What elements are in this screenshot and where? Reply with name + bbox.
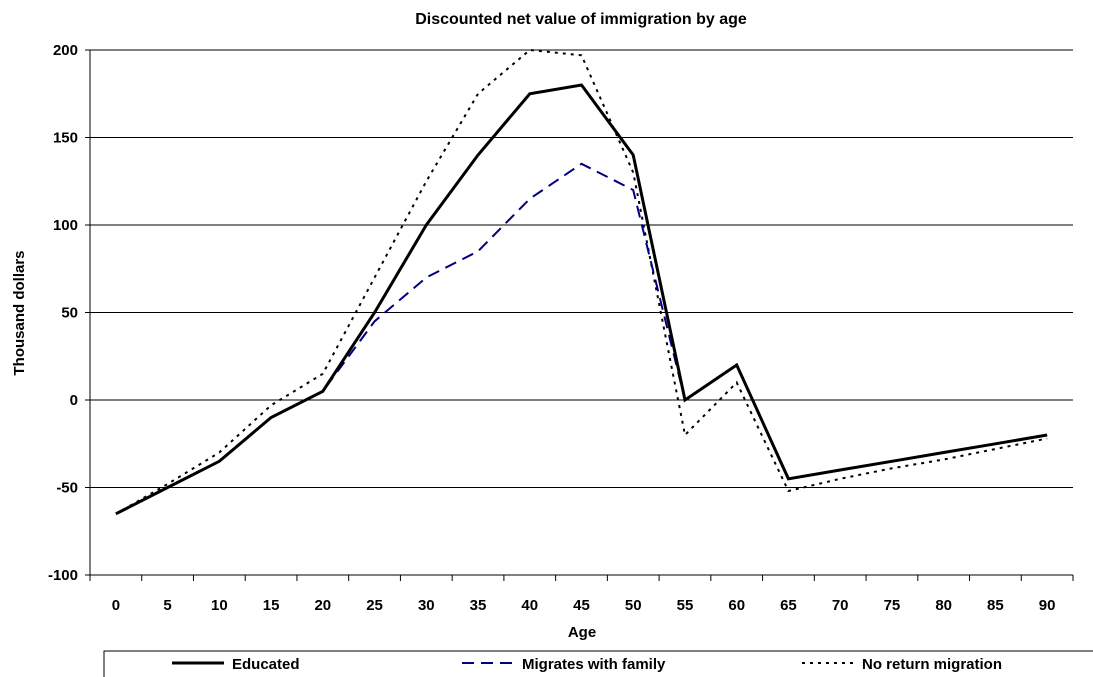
x-tick-label: 65 [780,597,797,614]
x-tick-label: 30 [418,597,435,614]
series-line-migrates-with-family [115,162,1048,515]
x-axis-label: Age [568,624,596,641]
legend-label: No return migration [862,656,1002,673]
y-axis-label: Thousand dollars [11,250,28,375]
x-tick-label: 50 [625,597,642,614]
chart-title: Discounted net value of immigration by a… [415,11,747,28]
legend-box [103,650,1093,677]
x-tick-label: 45 [573,597,590,614]
y-tick-label: 50 [61,305,78,322]
x-tick-label: 0 [112,597,120,614]
data-series [115,48,1048,516]
y-tick-label: 100 [53,217,78,234]
legend-label: Educated [232,656,300,673]
y-tick-label: -100 [48,567,78,584]
x-tick-label: 80 [935,597,952,614]
x-tick-label: 90 [1039,597,1056,614]
x-tick-label: 10 [211,597,228,614]
x-tick-label: 55 [677,597,694,614]
axes [89,50,1074,581]
x-tick-label: 35 [470,597,487,614]
series-line-no-return-migration [115,48,1048,515]
x-tick-label: 85 [987,597,1004,614]
y-tick-labels: 200 150 100 50 0 -50 -100 [48,42,78,584]
x-tick-label: 70 [832,597,849,614]
x-tick-label: 15 [263,597,280,614]
legend-label: Migrates with family [522,656,666,673]
y-tick-label: -50 [56,480,78,497]
x-tick-label: 75 [884,597,901,614]
gridlines [85,49,1073,576]
y-tick-label: 150 [53,130,78,147]
x-tick-label: 20 [314,597,331,614]
y-tick-label: 200 [53,42,78,59]
y-tick-label: 0 [70,392,78,409]
series-line-educated [115,83,1048,516]
x-tick-label: 25 [366,597,383,614]
x-tick-label: 40 [521,597,538,614]
legend: Educated Migrates with family No return mi… [103,650,1093,677]
x-tick-label: 60 [728,597,745,614]
x-tick-label: 5 [163,597,171,614]
x-tick-labels: 0 5 10 15 20 25 30 35 40 45 50 55 60 65 70 75 80 85 90 [112,597,1056,614]
